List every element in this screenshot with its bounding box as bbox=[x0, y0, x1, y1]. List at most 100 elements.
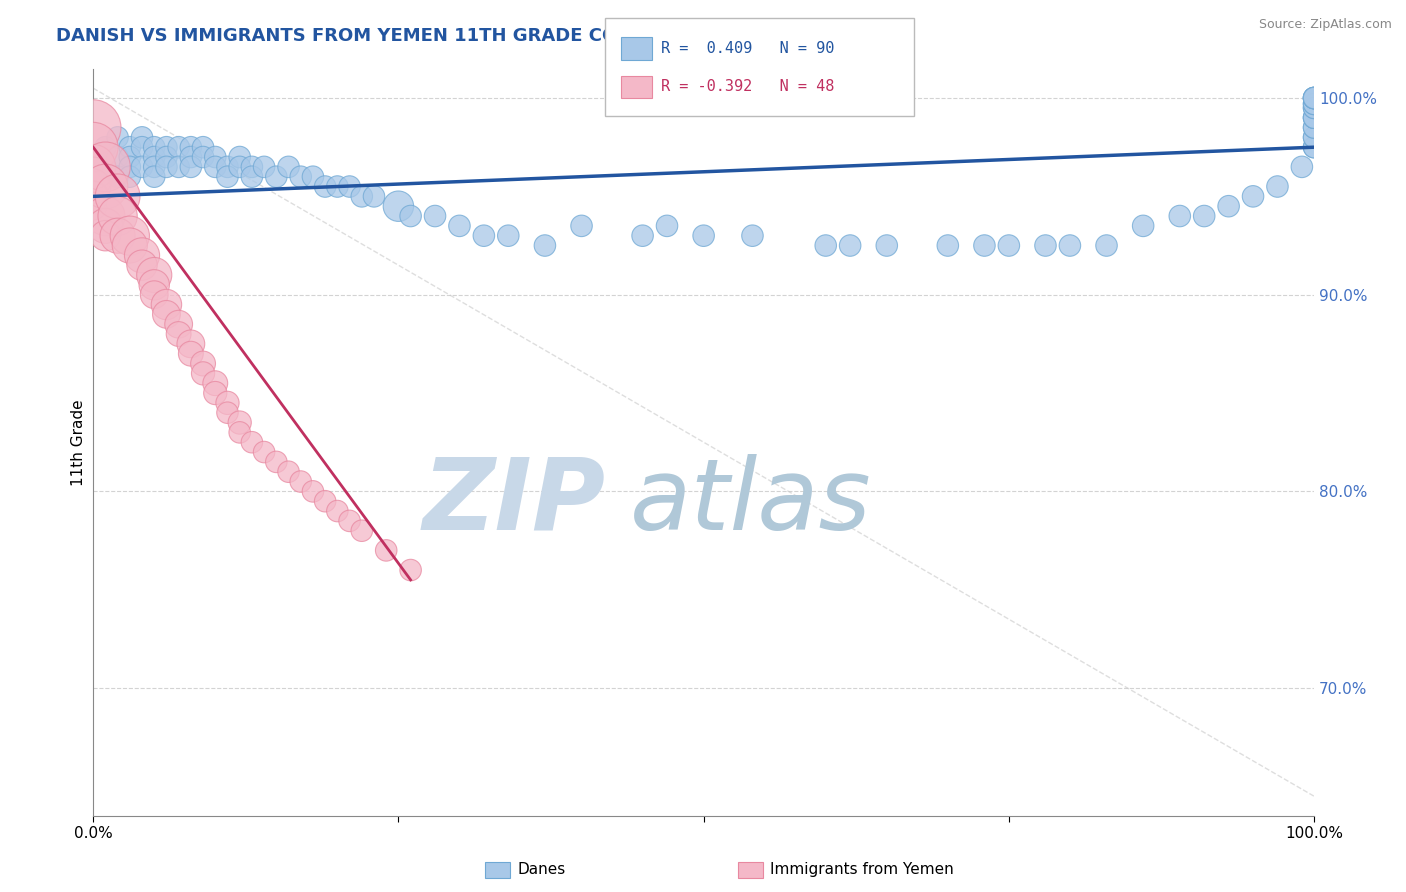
Point bbox=[118, 238, 141, 252]
Point bbox=[423, 209, 446, 223]
Point bbox=[876, 238, 898, 252]
Point bbox=[290, 475, 312, 489]
Point bbox=[339, 514, 361, 528]
Point bbox=[118, 150, 141, 164]
Point bbox=[973, 238, 995, 252]
Point bbox=[277, 160, 299, 174]
Point bbox=[143, 268, 166, 282]
Text: ZIP: ZIP bbox=[423, 453, 606, 550]
Point bbox=[131, 140, 153, 154]
Point bbox=[1303, 97, 1326, 112]
Point bbox=[326, 504, 349, 518]
Point bbox=[534, 238, 557, 252]
Point bbox=[155, 297, 177, 311]
Text: atlas: atlas bbox=[630, 453, 872, 550]
Point bbox=[94, 228, 117, 243]
Point bbox=[82, 179, 104, 194]
Point bbox=[118, 140, 141, 154]
Point bbox=[143, 277, 166, 292]
Point bbox=[82, 199, 104, 213]
Point bbox=[571, 219, 593, 233]
Point bbox=[631, 228, 654, 243]
Text: DANISH VS IMMIGRANTS FROM YEMEN 11TH GRADE CORRELATION CHART: DANISH VS IMMIGRANTS FROM YEMEN 11TH GRA… bbox=[56, 27, 804, 45]
Point bbox=[167, 317, 190, 331]
Point bbox=[118, 169, 141, 184]
Point bbox=[155, 150, 177, 164]
Point bbox=[107, 150, 129, 164]
Point bbox=[82, 140, 104, 154]
Point bbox=[655, 219, 678, 233]
Point bbox=[240, 169, 263, 184]
Text: R = -0.392   N = 48: R = -0.392 N = 48 bbox=[661, 79, 834, 94]
Point bbox=[94, 219, 117, 233]
Point bbox=[94, 160, 117, 174]
Text: R =  0.409   N = 90: R = 0.409 N = 90 bbox=[661, 41, 834, 55]
Point bbox=[155, 140, 177, 154]
Point bbox=[143, 140, 166, 154]
Point bbox=[180, 150, 202, 164]
Point bbox=[302, 169, 325, 184]
Point bbox=[1267, 179, 1289, 194]
Point bbox=[82, 120, 104, 135]
Point bbox=[387, 199, 409, 213]
Point bbox=[1303, 97, 1326, 112]
Point bbox=[936, 238, 959, 252]
Point bbox=[1303, 91, 1326, 105]
Point bbox=[131, 130, 153, 145]
Text: Danes: Danes bbox=[517, 863, 565, 877]
Point bbox=[1035, 238, 1057, 252]
Point bbox=[1303, 91, 1326, 105]
Point bbox=[326, 179, 349, 194]
Point bbox=[266, 455, 288, 469]
Point bbox=[1303, 111, 1326, 125]
Point bbox=[1192, 209, 1215, 223]
Point bbox=[228, 416, 250, 430]
Point bbox=[290, 169, 312, 184]
Point bbox=[1303, 120, 1326, 135]
Point bbox=[94, 160, 117, 174]
Point bbox=[1303, 111, 1326, 125]
Point bbox=[94, 209, 117, 223]
Point bbox=[107, 189, 129, 203]
Point bbox=[1303, 91, 1326, 105]
Point bbox=[204, 160, 226, 174]
Point bbox=[1303, 120, 1326, 135]
Point bbox=[692, 228, 714, 243]
Point bbox=[217, 169, 239, 184]
Point bbox=[472, 228, 495, 243]
Point bbox=[107, 209, 129, 223]
Point bbox=[399, 209, 422, 223]
Point bbox=[204, 150, 226, 164]
Point bbox=[191, 357, 214, 371]
Point bbox=[240, 160, 263, 174]
Point bbox=[143, 169, 166, 184]
Point bbox=[1218, 199, 1240, 213]
Point bbox=[131, 248, 153, 262]
Point bbox=[131, 160, 153, 174]
Point bbox=[839, 238, 862, 252]
Point bbox=[143, 287, 166, 301]
Point bbox=[82, 169, 104, 184]
Point bbox=[253, 160, 276, 174]
Point bbox=[1291, 160, 1313, 174]
Point bbox=[240, 435, 263, 450]
Point bbox=[1059, 238, 1081, 252]
Point bbox=[180, 347, 202, 361]
Point bbox=[180, 337, 202, 351]
Point bbox=[82, 160, 104, 174]
Point bbox=[167, 160, 190, 174]
Point bbox=[191, 367, 214, 381]
Point bbox=[107, 228, 129, 243]
Point bbox=[155, 307, 177, 321]
Point bbox=[363, 189, 385, 203]
Point bbox=[266, 169, 288, 184]
Point bbox=[204, 376, 226, 391]
Point bbox=[1303, 101, 1326, 115]
Text: Source: ZipAtlas.com: Source: ZipAtlas.com bbox=[1258, 18, 1392, 31]
Point bbox=[228, 160, 250, 174]
Y-axis label: 11th Grade: 11th Grade bbox=[72, 399, 86, 485]
Point bbox=[94, 179, 117, 194]
Point bbox=[191, 150, 214, 164]
Point bbox=[1303, 130, 1326, 145]
Point bbox=[118, 228, 141, 243]
